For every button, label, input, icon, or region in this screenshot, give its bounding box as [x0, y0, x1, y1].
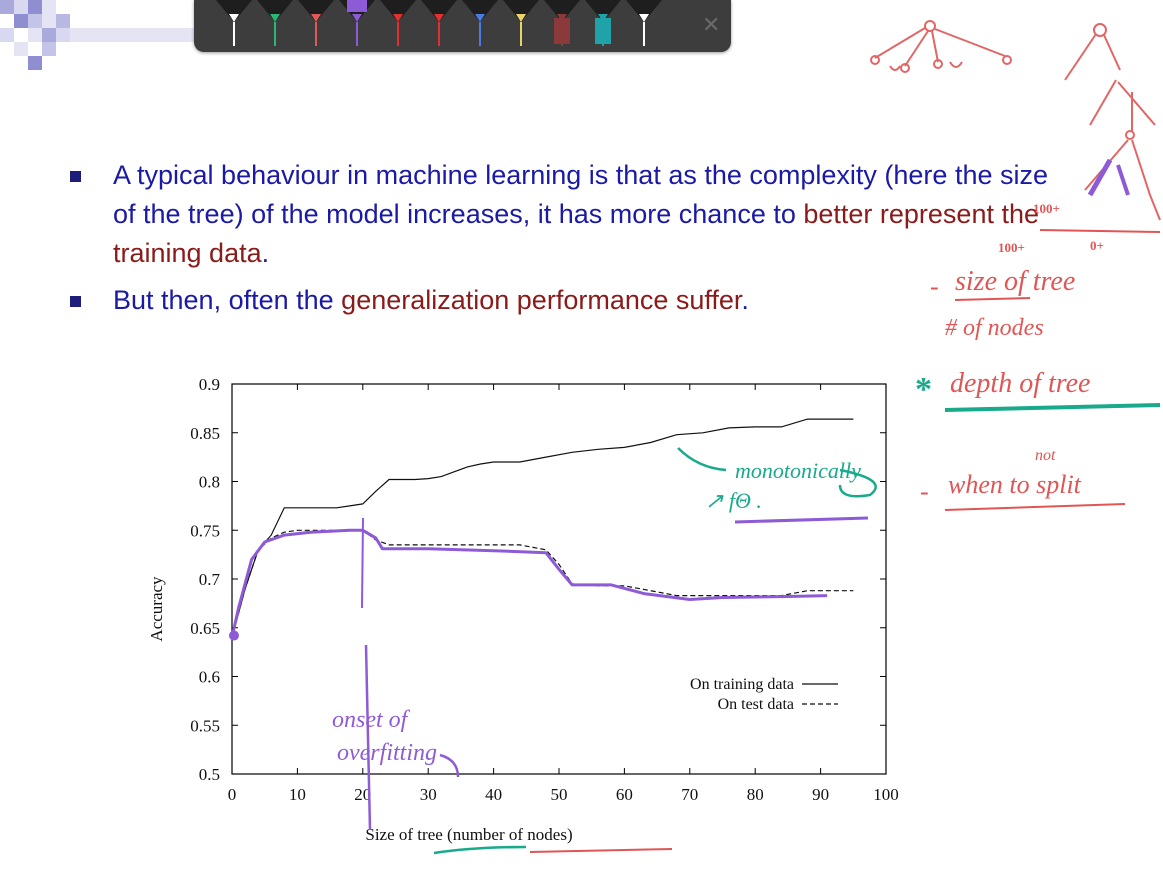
y-tick-label: 0.55	[190, 716, 220, 735]
y-tick-label: 0.5	[199, 765, 220, 784]
white-pen-icon[interactable]	[216, 0, 252, 46]
y-tick-label: 0.7	[199, 570, 221, 589]
x-tick-label: 20	[354, 785, 371, 804]
bullet-text: But then, often the	[113, 285, 342, 315]
white-pen-2-icon[interactable]	[626, 0, 662, 46]
x-axis-label: Size of tree (number of nodes)	[365, 825, 572, 844]
annotation-0plus: 0+	[1090, 238, 1104, 253]
slide-corner-decoration	[0, 0, 194, 70]
red-pen-icon[interactable]	[380, 0, 416, 46]
legend-label: On test data	[718, 696, 794, 713]
x-tick-label: 60	[616, 785, 633, 804]
bullet-end: .	[261, 238, 270, 268]
ink-start-dot	[228, 630, 239, 641]
svg-text:-: -	[920, 477, 929, 506]
x-tick-label: 50	[551, 785, 568, 804]
x-tick-label: 90	[812, 785, 829, 804]
annotation-not: not	[1035, 447, 1056, 464]
tree-sketch-2	[1064, 23, 1161, 221]
x-tick-label: 0	[228, 785, 237, 804]
bullet-highlight: better represent the training data	[113, 199, 1040, 268]
legend-label: On training data	[690, 676, 794, 693]
x-tick-label: 100	[873, 785, 899, 804]
pink-pen-icon[interactable]	[298, 0, 334, 46]
y-tick-label: 0.9	[199, 375, 220, 394]
x-tick-label: 80	[747, 785, 764, 804]
bullet-highlight: generalization performance suffer	[341, 285, 742, 315]
purple-pen-icon[interactable]	[339, 0, 375, 46]
y-axis-label: Accuracy	[147, 576, 166, 642]
yellow-pen-icon[interactable]	[503, 0, 539, 46]
tree-sketch-1	[870, 20, 1012, 73]
x-tick-label: 40	[485, 785, 502, 804]
close-icon[interactable]: ✕	[702, 12, 720, 37]
red-pen-2-icon[interactable]	[421, 0, 457, 46]
accuracy-chart: 0 10 20 30 40 50 60 70 80 90 100 0.5 0.55 0.6 0.65 0.7 0…	[147, 375, 899, 844]
ink-trace-test-curve	[230, 528, 828, 638]
annotation-depth: depth of tree	[950, 368, 1090, 399]
bullet-item: A typical behaviour in machine learning …	[68, 156, 1068, 273]
bullet-square	[70, 171, 81, 182]
green-pen-icon[interactable]	[257, 0, 293, 46]
y-tick-label: 0.75	[190, 521, 220, 540]
blue-pen-icon[interactable]	[462, 0, 498, 46]
pen-toolbar: ✕	[194, 0, 731, 52]
y-tick-label: 0.6	[199, 668, 220, 687]
series-line-1	[231, 418, 854, 638]
series-line-2	[231, 529, 854, 638]
bullet-end: .	[741, 285, 749, 315]
pen-icons: ✕	[216, 0, 720, 46]
bullet-text: A typical behaviour in machine learning …	[113, 160, 1048, 229]
bullet-item: But then, often the generalization perfo…	[68, 281, 1068, 320]
x-tick-label: 10	[289, 785, 306, 804]
teal-highlighter-icon[interactable]	[585, 0, 621, 46]
maroon-highlighter-icon[interactable]	[544, 0, 580, 46]
plot-frame	[231, 383, 887, 775]
y-tick-label: 0.65	[190, 619, 220, 638]
x-tick-label: 70	[681, 785, 698, 804]
annotation-when-to-split: when to split	[948, 470, 1082, 499]
y-tick-label: 0.85	[190, 424, 220, 443]
pen-list: ✕	[194, 0, 731, 52]
x-tick-label: 30	[420, 785, 437, 804]
y-tick-label: 0.8	[199, 473, 220, 492]
bullet-square	[70, 296, 81, 307]
slide-content: A typical behaviour in machine learning …	[68, 156, 1068, 328]
